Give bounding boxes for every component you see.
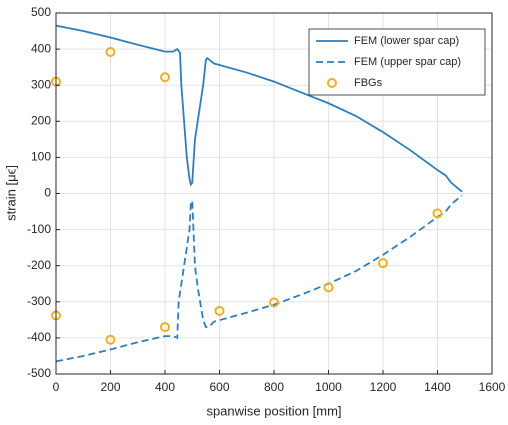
x-tick-label: 200 (100, 380, 120, 394)
marker (105, 334, 116, 345)
y-tick-label: 100 (31, 150, 51, 164)
x-tick-label: 600 (209, 380, 229, 394)
x-tick-label: 1600 (479, 380, 506, 394)
y-tick-label: -400 (27, 330, 51, 344)
x-tick-label: 1200 (370, 380, 397, 394)
y-tick-label: -500 (27, 366, 51, 380)
marker (160, 72, 170, 83)
y-tick-label: 300 (31, 77, 51, 91)
y-tick-label: 400 (31, 41, 51, 55)
marker (214, 305, 225, 316)
legend: FEM (lower spar cap) FEM (upper spar cap)… (308, 28, 486, 96)
y-axis-label: strain [μϵ] (3, 165, 18, 221)
legend-label: FEM (lower spar cap) (354, 35, 459, 47)
marker (160, 322, 170, 333)
x-tick-label: 1400 (424, 380, 451, 394)
legend-label: FBGs (354, 77, 383, 89)
line (55, 194, 463, 363)
marker (432, 208, 443, 219)
x-tick-label: 1000 (315, 380, 342, 394)
x-axis-label: spanwise position [mm] (206, 403, 341, 418)
line (55, 24, 463, 193)
y-tick-label: 200 (31, 113, 51, 127)
y-tick-label: -300 (27, 294, 51, 308)
legend-swatch (327, 78, 337, 88)
marker (105, 46, 116, 57)
marker (269, 297, 279, 308)
x-tick-label: 800 (264, 380, 284, 394)
y-tick-label: 500 (31, 5, 51, 19)
marker (323, 282, 334, 293)
marker (378, 258, 388, 269)
x-tick-label: 400 (155, 380, 175, 394)
legend-label: FEM (upper spar cap) (354, 56, 461, 68)
y-tick-label: -200 (27, 258, 51, 272)
y-tick-label: -100 (27, 222, 51, 236)
x-tick-label: 0 (53, 380, 60, 394)
y-tick-label: 0 (44, 186, 51, 200)
